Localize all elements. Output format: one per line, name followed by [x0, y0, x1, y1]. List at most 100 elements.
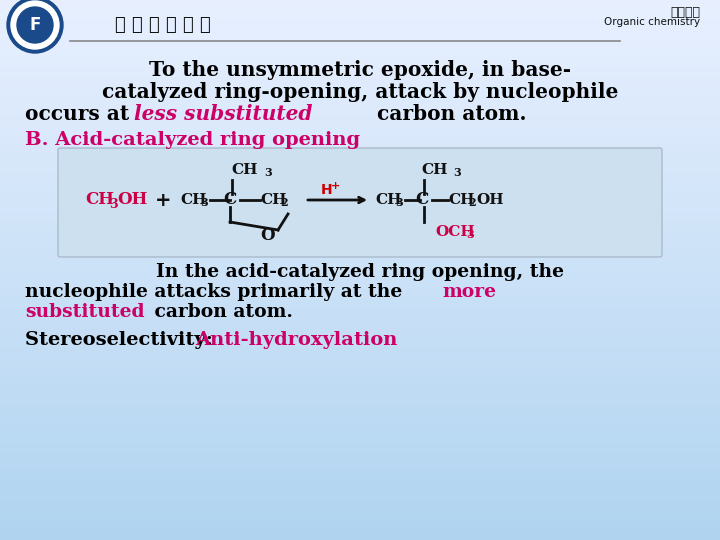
- Bar: [0, 234, 720, 235]
- Bar: [0, 453, 720, 454]
- Bar: [0, 196, 720, 197]
- Bar: [0, 271, 720, 272]
- Bar: [0, 462, 720, 463]
- Bar: [0, 449, 720, 450]
- Bar: [0, 530, 720, 531]
- Bar: [0, 484, 720, 485]
- Bar: [0, 125, 720, 126]
- Bar: [0, 320, 720, 321]
- Bar: [0, 32, 720, 33]
- Bar: [0, 85, 720, 86]
- Bar: [0, 531, 720, 532]
- Bar: [0, 139, 720, 140]
- Bar: [0, 315, 720, 316]
- Bar: [0, 152, 720, 153]
- Bar: [0, 322, 720, 323]
- Bar: [0, 295, 720, 296]
- Bar: [0, 513, 720, 514]
- Bar: [0, 232, 720, 233]
- Bar: [0, 13, 720, 14]
- Bar: [0, 503, 720, 504]
- Bar: [0, 526, 720, 527]
- Bar: [0, 68, 720, 69]
- Bar: [0, 91, 720, 92]
- Bar: [0, 49, 720, 50]
- Bar: [0, 496, 720, 497]
- Bar: [0, 108, 720, 109]
- Bar: [0, 100, 720, 101]
- Bar: [0, 525, 720, 526]
- Bar: [0, 418, 720, 419]
- Bar: [0, 89, 720, 90]
- Bar: [0, 366, 720, 367]
- Bar: [0, 374, 720, 375]
- Bar: [0, 535, 720, 536]
- Bar: [0, 272, 720, 273]
- Bar: [0, 119, 720, 120]
- Bar: [0, 344, 720, 345]
- Text: 3: 3: [395, 198, 402, 208]
- Bar: [0, 60, 720, 61]
- Text: To the unsymmetric epoxide, in base-: To the unsymmetric epoxide, in base-: [149, 60, 571, 80]
- Bar: [0, 428, 720, 429]
- Bar: [0, 105, 720, 106]
- Bar: [0, 114, 720, 115]
- Bar: [0, 350, 720, 351]
- Bar: [0, 93, 720, 94]
- Bar: [0, 157, 720, 158]
- Bar: [0, 301, 720, 302]
- Bar: [0, 257, 720, 258]
- Bar: [0, 392, 720, 393]
- Bar: [0, 187, 720, 188]
- Bar: [0, 140, 720, 141]
- Bar: [0, 169, 720, 170]
- Bar: [0, 425, 720, 426]
- Bar: [0, 221, 720, 222]
- Bar: [0, 79, 720, 80]
- Bar: [0, 127, 720, 128]
- Bar: [0, 382, 720, 383]
- Bar: [0, 279, 720, 280]
- Bar: [0, 184, 720, 185]
- Bar: [0, 412, 720, 413]
- Bar: [0, 81, 720, 82]
- Bar: [0, 34, 720, 35]
- Bar: [0, 94, 720, 95]
- Bar: [0, 242, 720, 243]
- Bar: [0, 214, 720, 215]
- Bar: [0, 178, 720, 179]
- Bar: [0, 72, 720, 73]
- Bar: [0, 87, 720, 88]
- Bar: [0, 62, 720, 63]
- Bar: [0, 222, 720, 223]
- Bar: [0, 35, 720, 36]
- Bar: [0, 65, 720, 66]
- Bar: [0, 233, 720, 234]
- Bar: [0, 137, 720, 138]
- Bar: [0, 162, 720, 163]
- Bar: [0, 379, 720, 380]
- Bar: [0, 247, 720, 248]
- Bar: [0, 368, 720, 369]
- Bar: [0, 113, 720, 114]
- Bar: [0, 275, 720, 276]
- Bar: [0, 440, 720, 441]
- Bar: [0, 323, 720, 324]
- Bar: [0, 231, 720, 232]
- Bar: [0, 66, 720, 67]
- Text: carbon atom.: carbon atom.: [370, 104, 526, 124]
- Bar: [0, 185, 720, 186]
- Bar: [0, 454, 720, 455]
- Bar: [0, 290, 720, 291]
- Bar: [0, 199, 720, 200]
- Bar: [0, 204, 720, 205]
- Bar: [0, 380, 720, 381]
- Bar: [0, 499, 720, 500]
- Bar: [0, 297, 720, 298]
- Bar: [0, 159, 720, 160]
- Bar: [0, 248, 720, 249]
- Bar: [0, 383, 720, 384]
- Bar: [0, 183, 720, 184]
- Bar: [0, 386, 720, 387]
- Bar: [0, 358, 720, 359]
